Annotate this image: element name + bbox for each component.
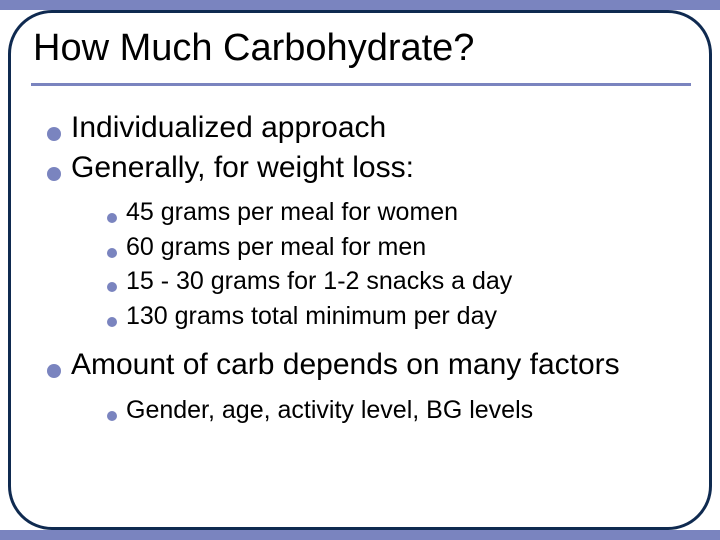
list-item: Gender, age, activity level, BG levels: [107, 394, 687, 427]
list-item: 15 - 30 grams for 1-2 snacks a day: [107, 265, 687, 298]
list-item: 130 grams total minimum per day: [107, 300, 687, 333]
list-item: Individualized approach: [47, 109, 687, 147]
bullet-text: 45 grams per meal for women: [126, 196, 458, 229]
bullet-text: 15 - 30 grams for 1-2 snacks a day: [126, 265, 512, 298]
bullet-icon: [47, 364, 61, 378]
bullet-icon: [107, 248, 117, 258]
bullet-text: Gender, age, activity level, BG levels: [126, 394, 533, 427]
bullet-text: 60 grams per meal for men: [126, 231, 426, 264]
slide-frame: How Much Carbohydrate? Individualized ap…: [8, 10, 712, 530]
bullet-icon: [107, 317, 117, 327]
bullet-icon: [47, 127, 61, 141]
accent-bar-top: [0, 0, 720, 10]
bullet-text: 130 grams total minimum per day: [126, 300, 497, 333]
bullet-icon: [107, 282, 117, 292]
sub-list: Gender, age, activity level, BG levels: [107, 394, 687, 427]
bullet-text: Generally, for weight loss:: [71, 149, 414, 187]
bullet-text: Amount of carb depends on many factors: [71, 346, 620, 384]
list-item: Generally, for weight loss:: [47, 149, 687, 187]
list-item: 45 grams per meal for women: [107, 196, 687, 229]
bullet-icon: [107, 411, 117, 421]
list-item: 60 grams per meal for men: [107, 231, 687, 264]
list-item: Amount of carb depends on many factors: [47, 346, 687, 384]
slide-title: How Much Carbohydrate?: [33, 27, 474, 70]
bullet-icon: [107, 213, 117, 223]
slide-body: Individualized approach Generally, for w…: [47, 109, 687, 440]
accent-bar-bottom: [0, 530, 720, 540]
bullet-icon: [47, 167, 61, 181]
bullet-text: Individualized approach: [71, 109, 386, 147]
title-underline: [31, 83, 691, 86]
slide: How Much Carbohydrate? Individualized ap…: [0, 0, 720, 540]
sub-list: 45 grams per meal for women 60 grams per…: [107, 196, 687, 332]
